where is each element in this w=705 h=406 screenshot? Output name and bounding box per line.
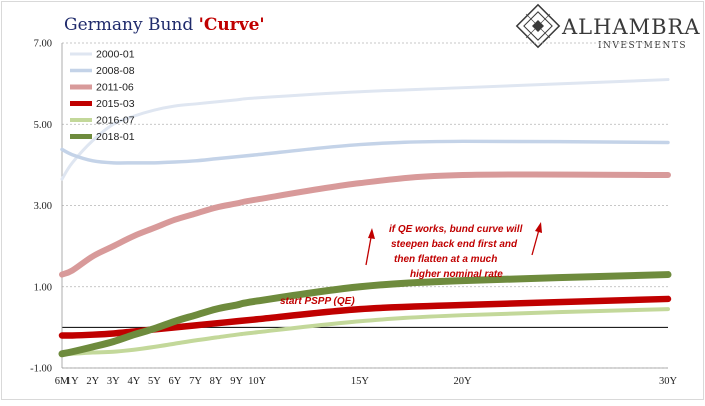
series-lines (58, 78, 672, 358)
y-tick-label: 1.00 (34, 282, 52, 293)
legend-label: 2015-03 (96, 98, 135, 110)
x-tick-label: 15Y (351, 376, 370, 387)
annotation-line-4: higher nominal rate (410, 269, 503, 280)
y-tick-label: 3.00 (34, 201, 52, 212)
annotations: start PSPP (QE) if QE works, bund curve … (280, 222, 542, 307)
annotation-line-3: then flatten at a much (394, 254, 497, 265)
x-tick-label: 6Y (169, 376, 182, 387)
chart-title: Germany Bund 'Curve' (64, 15, 265, 35)
x-tick-label: 5Y (148, 376, 161, 387)
annotation-pspp: start PSPP (QE) (280, 296, 355, 307)
series-line-2018-01 (58, 271, 672, 358)
legend-label: 2018-01 (96, 131, 135, 143)
y-axis: -1.00 1.00 3.00 5.00 7.00 (30, 39, 63, 375)
series-line-2011-06 (59, 171, 671, 278)
x-tick-label: 30Y (659, 376, 678, 387)
x-tick-label: 4Y (127, 376, 140, 387)
legend-label: 2016-07 (96, 115, 135, 127)
logo-name: ALHAMBRA (561, 15, 701, 39)
x-tick-label: 6M (55, 376, 70, 387)
x-tick-label: 10Y (248, 376, 267, 387)
legend-label: 2008-08 (96, 65, 135, 77)
x-tick-label: 20Y (454, 376, 473, 387)
logo-diamond-icon (515, 3, 561, 49)
x-tick-label: 8Y (210, 376, 223, 387)
y-tick-label: -1.00 (30, 364, 52, 375)
x-tick-label: 7Y (189, 376, 202, 387)
legend: 2000-01 2008-08 2011-06 2015-03 2016-07 2018-… (70, 49, 135, 143)
arrow-up-right-icon (531, 222, 542, 256)
annotation-line-1: if QE works, bund curve will (389, 224, 523, 235)
y-tick-label: 7.00 (34, 39, 52, 50)
x-tick-label: 9Y (230, 376, 243, 387)
logo-sub: INVESTMENTS (598, 41, 687, 51)
y-tick-label: 5.00 (34, 120, 52, 131)
annotation-line-2: steepen back end first and (391, 239, 518, 250)
series-line-2015-03 (58, 295, 672, 339)
series-line-2008-08 (60, 139, 670, 165)
chart-title-accent: 'Curve' (199, 15, 265, 35)
chart-title-plain: Germany Bund (64, 15, 199, 35)
series-line-2000-01 (60, 78, 670, 181)
x-tick-label: 3Y (107, 376, 120, 387)
alhambra-logo: ALHAMBRA INVESTMENTS (515, 3, 701, 51)
x-tick-label: 2Y (86, 376, 99, 387)
series-line-2016-07 (60, 307, 670, 356)
x-tick-label: 1Y (66, 376, 79, 387)
legend-label: 2011-06 (96, 82, 134, 94)
legend-label: 2000-01 (96, 49, 135, 61)
arrow-up-left-icon (365, 228, 375, 266)
